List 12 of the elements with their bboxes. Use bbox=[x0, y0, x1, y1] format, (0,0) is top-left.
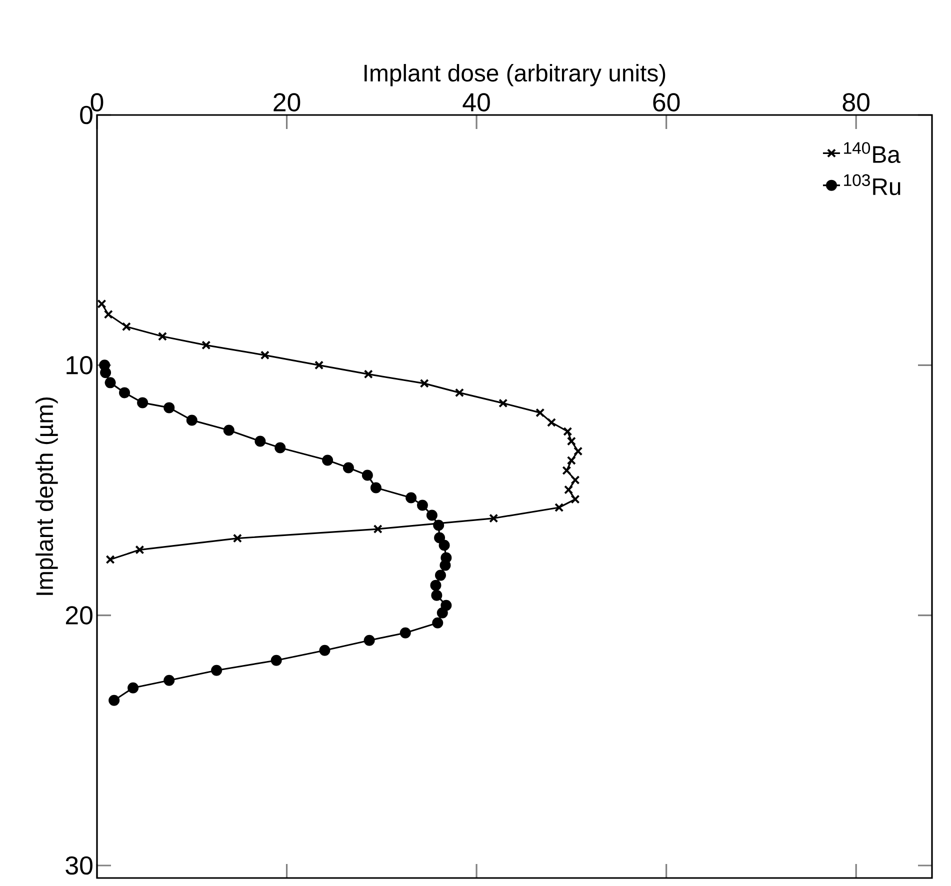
x-tick-label: 60 bbox=[653, 93, 680, 112]
y-tick-label: 10 bbox=[66, 356, 92, 374]
x-tick-label: 80 bbox=[842, 93, 870, 112]
legend-label: $^{103}$Ru bbox=[844, 174, 900, 196]
y-tick-label: 20 bbox=[66, 606, 92, 624]
x-axis-title: Implant dose (arbitrary units) bbox=[364, 64, 666, 86]
legend-label: $^{140}$Ba bbox=[844, 142, 900, 163]
y-tick-label: 0 bbox=[80, 106, 92, 124]
y-tick-label: 30 bbox=[66, 856, 92, 875]
x-tick-label: 40 bbox=[462, 93, 490, 112]
x-tick-label: 20 bbox=[274, 93, 300, 112]
y-axis-title: Implant depth (µm) bbox=[36, 397, 58, 595]
